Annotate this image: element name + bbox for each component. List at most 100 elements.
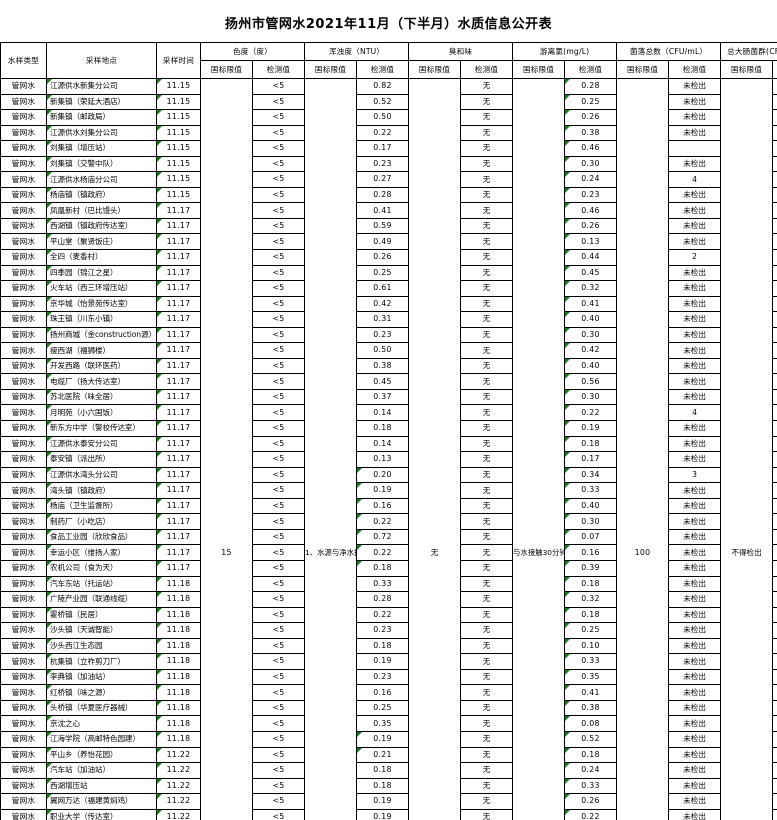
cell-coliform-val: 未检出 bbox=[772, 93, 777, 111]
cell-odor-val: 无 bbox=[460, 435, 514, 453]
header-site: 采样地点 bbox=[46, 42, 157, 79]
cell-turbidity-val: 0.22 bbox=[355, 124, 410, 142]
cell-odor-val: 无 bbox=[460, 93, 514, 111]
header-bacteria-std: 国标限值 bbox=[616, 60, 670, 79]
header-bacteria-val: 检测值 bbox=[668, 60, 722, 79]
cell-time: 11.17 bbox=[156, 435, 201, 453]
cell-coliform-val: 未检出 bbox=[772, 575, 777, 593]
cell-site: 平山堂（聚贤饭庄） bbox=[46, 233, 157, 251]
cell-turbidity-val: 0.23 bbox=[355, 326, 410, 344]
header-coliform-std: 国标限值 bbox=[720, 60, 774, 79]
cell-odor-val: 无 bbox=[460, 280, 514, 297]
cell-turbidity-val: 0.52 bbox=[355, 93, 410, 111]
cell-water-type: 管网水 bbox=[0, 233, 47, 251]
cell-water-type: 管网水 bbox=[0, 404, 47, 422]
cell-time: 11.18 bbox=[156, 575, 201, 593]
cell-turbidity-val: 0.45 bbox=[355, 373, 410, 390]
cell-odor-val: 无 bbox=[460, 699, 514, 717]
cell-turbidity-val: 0.22 bbox=[355, 513, 410, 530]
cell-color-val: <5 bbox=[252, 357, 305, 375]
cell-coliform-val: 未检出 bbox=[772, 249, 777, 266]
cell-coliform-val: 未检出 bbox=[772, 404, 777, 422]
cell-time: 11.18 bbox=[156, 715, 201, 732]
header-coliform-val: 检测值 bbox=[772, 60, 777, 79]
cell-coliform-val: 未检出 bbox=[772, 653, 777, 670]
cell-color-val: <5 bbox=[252, 155, 305, 173]
cell-color-val: <5 bbox=[252, 668, 305, 686]
cell-color-val: <5 bbox=[252, 466, 305, 484]
cell-time: 11.18 bbox=[156, 591, 201, 608]
cell-bacteria-val: 未检出 bbox=[668, 606, 722, 624]
cell-coliform-val: 未检出 bbox=[772, 622, 777, 639]
cell-odor-val: 无 bbox=[460, 357, 514, 375]
cell-water-type: 管网水 bbox=[0, 544, 47, 561]
cell-odor-val: 无 bbox=[460, 217, 514, 235]
cell-site: 汽车站（加油站） bbox=[46, 762, 157, 779]
cell-odor-val: 无 bbox=[460, 388, 514, 406]
cell-turbidity-val: 0.14 bbox=[355, 435, 410, 453]
cell-turbidity-val: 0.17 bbox=[355, 140, 410, 157]
cell-bacteria-std: 100 bbox=[616, 77, 670, 820]
cell-odor-val: 无 bbox=[460, 109, 514, 126]
cell-coliform-val: 未检出 bbox=[772, 513, 777, 530]
cell-odor-val: 无 bbox=[460, 497, 514, 515]
cell-water-type: 管网水 bbox=[0, 420, 47, 437]
cell-bacteria-val: 未检出 bbox=[668, 513, 722, 530]
cell-coliform-val: 未检出 bbox=[772, 342, 777, 359]
cell-odor-val: 无 bbox=[460, 606, 514, 624]
cell-chlorine-val: 0.35 bbox=[564, 668, 618, 686]
cell-chlorine-val: 0.44 bbox=[564, 249, 618, 266]
cell-color-val: <5 bbox=[252, 575, 305, 593]
cell-chlorine-val: 0.24 bbox=[564, 171, 618, 188]
cell-water-type: 管网水 bbox=[0, 777, 47, 795]
cell-chlorine-val: 0.18 bbox=[564, 435, 618, 453]
cell-chlorine-val: 0.38 bbox=[564, 124, 618, 142]
cell-odor-val: 无 bbox=[460, 404, 514, 422]
cell-coliform-val: 未检出 bbox=[772, 606, 777, 624]
cell-bacteria-val: 未检出 bbox=[668, 730, 722, 748]
cell-bacteria-val: 未检出 bbox=[668, 482, 722, 499]
cell-turbidity-val: 0.23 bbox=[355, 622, 410, 639]
cell-color-val: <5 bbox=[252, 171, 305, 188]
cell-turbidity-val: 0.13 bbox=[355, 451, 410, 468]
cell-site: 江源供水湾头分公司 bbox=[46, 466, 157, 484]
cell-water-type: 管网水 bbox=[0, 653, 47, 670]
cell-odor-val: 无 bbox=[460, 528, 514, 546]
cell-water-type: 管网水 bbox=[0, 295, 47, 313]
cell-turbidity-val: 0.41 bbox=[355, 202, 410, 219]
table-header: 水样类型 采样地点 采样时间 色度（度） 浑浊度（NTU） 臭和味 游离氯(mg… bbox=[0, 42, 777, 79]
cell-coliform-val: 未检出 bbox=[772, 762, 777, 779]
cell-color-val: <5 bbox=[252, 730, 305, 748]
table-body: 管网水江源供水新集分公司11.1515<51、水源与净水技术条件限制时为30.8… bbox=[0, 77, 777, 820]
cell-turbidity-val: 0.49 bbox=[355, 233, 410, 251]
cell-water-type: 管网水 bbox=[0, 793, 47, 810]
cell-coliform-val: 未检出 bbox=[772, 186, 777, 204]
cell-coliform-val: 未检出 bbox=[772, 730, 777, 748]
cell-coliform-val: 未检出 bbox=[772, 435, 777, 453]
cell-site: 京华城（怡景苑传达室） bbox=[46, 295, 157, 313]
cell-site: 农机公司（食为天） bbox=[46, 559, 157, 577]
cell-bacteria-val: 未检出 bbox=[668, 311, 722, 328]
cell-time: 11.18 bbox=[156, 699, 201, 717]
cell-turbidity-val: 0.19 bbox=[355, 653, 410, 670]
cell-chlorine-val: 0.18 bbox=[564, 746, 618, 764]
cell-water-type: 管网水 bbox=[0, 202, 47, 219]
cell-color-val: <5 bbox=[252, 93, 305, 111]
cell-bacteria-val: 未检出 bbox=[668, 217, 722, 235]
cell-chlorine-val: 0.41 bbox=[564, 684, 618, 701]
cell-turbidity-val: 0.72 bbox=[355, 528, 410, 546]
cell-site: 湾头镇（镇政府） bbox=[46, 482, 157, 499]
cell-odor-val: 无 bbox=[460, 575, 514, 593]
cell-coliform-val: 未检出 bbox=[772, 280, 777, 297]
cell-bacteria-val: 未检出 bbox=[668, 668, 722, 686]
cell-coliform-val: 未检出 bbox=[772, 591, 777, 608]
